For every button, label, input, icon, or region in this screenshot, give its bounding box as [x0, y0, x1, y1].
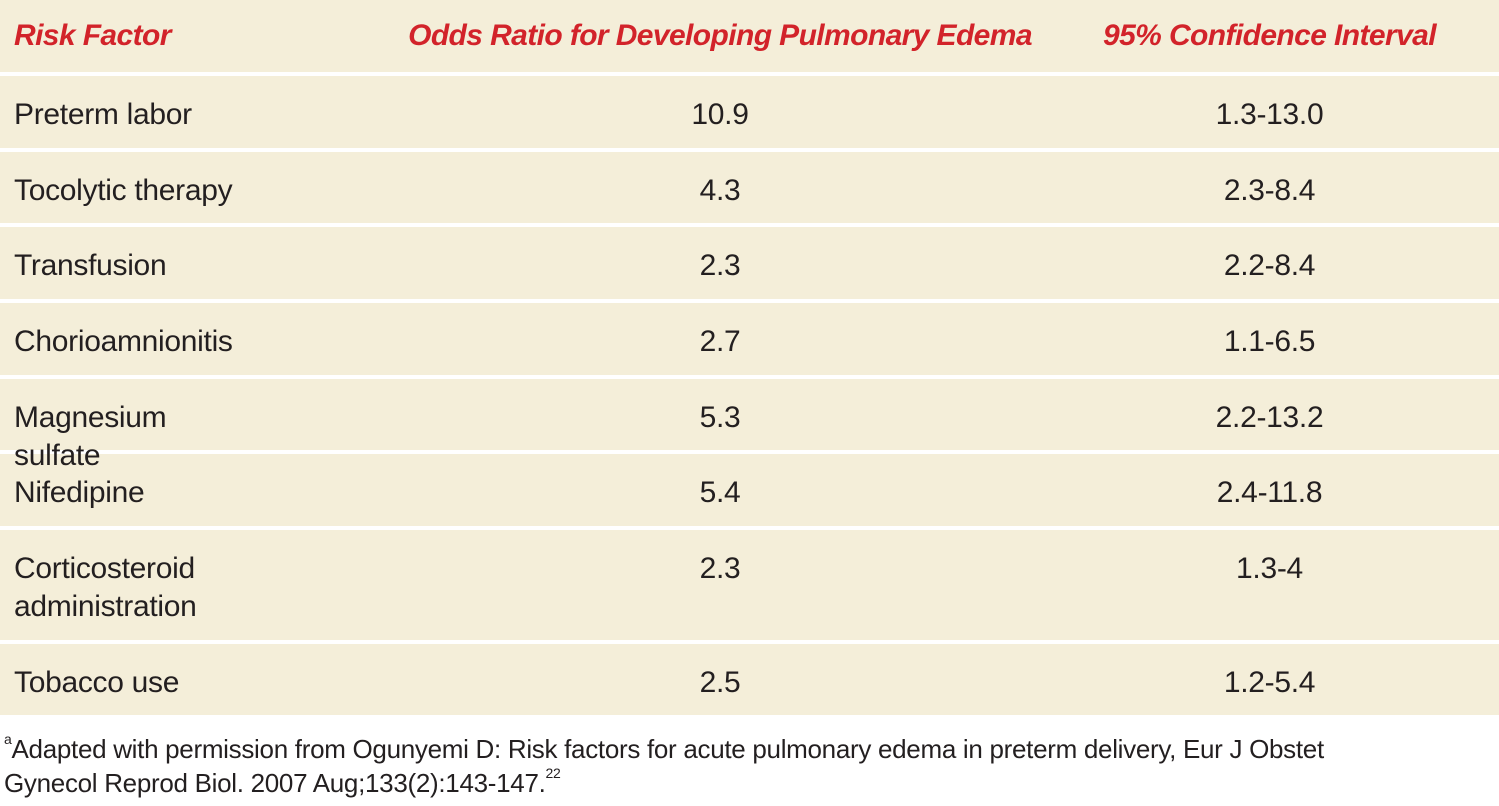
table-cell: Chorioamnionitis — [14, 325, 233, 358]
table-cell: 2.3 — [699, 249, 741, 282]
table-cell: 1.1-6.5 — [1223, 325, 1316, 358]
table-cell: 2.4-11.8 — [1216, 476, 1323, 509]
table-cell: Tocolytic therapy — [14, 174, 233, 207]
table-cell: Magnesium sulfate — [14, 401, 167, 472]
footnote-reference: 22 — [545, 765, 561, 781]
table-row: Chorioamnionitis 2.7 1.1-6.5 — [0, 303, 1499, 379]
table-row: Nifedipine 5.4 2.4-11.8 — [0, 454, 1499, 530]
table: Risk Factor Odds Ratio for Developing Pul… — [0, 0, 1499, 719]
footnote-text: Adapted with permission from Ogunyemi D:… — [11, 734, 1325, 764]
table-cell: Tobacco use — [14, 666, 180, 699]
table-cell: 2.2-8.4 — [1223, 249, 1316, 282]
table-cell: Nifedipine — [14, 476, 145, 509]
header-row: Risk Factor Odds Ratio for Developing Pul… — [0, 0, 1499, 76]
footnote-marker: a — [4, 731, 12, 747]
table-row: Corticosteroid administration 2.3 1.3-4 — [0, 530, 1499, 644]
table-cell: 2.7 — [699, 325, 741, 358]
table-row: Magnesium sulfate 5.3 2.2-13.2 — [0, 379, 1499, 472]
table-cell: Transfusion — [14, 249, 167, 282]
header-cell: Odds Ratio for Developing Pulmonary Edem… — [408, 19, 1032, 52]
table-cell: Preterm labor — [14, 98, 192, 131]
table-cell: 4.3 — [699, 174, 741, 207]
table-cell: 10.9 — [691, 98, 749, 131]
table-cell: Corticosteroid administration — [14, 552, 197, 623]
footnote: aAdapted with permission from Ogunyemi D… — [4, 732, 1324, 800]
header-cell: Risk Factor — [14, 19, 171, 52]
table-cell: 5.3 — [699, 401, 741, 434]
table-row: Preterm labor 10.9 1.3-13.0 — [0, 76, 1499, 152]
header-cell: 95% Confidence Interval — [1103, 19, 1437, 52]
table-cell: 1.3-4 — [1236, 552, 1303, 585]
table-cell: 2.3-8.4 — [1223, 174, 1316, 207]
table-cell: 2.3 — [699, 552, 741, 585]
table-cell: 1.2-5.4 — [1223, 666, 1316, 699]
table-cell: 2.2-13.2 — [1215, 401, 1324, 434]
table-cell: 2.5 — [699, 666, 741, 699]
table-row: Tocolytic therapy 4.3 2.3-8.4 — [0, 152, 1499, 227]
table-row: Transfusion 2.3 2.2-8.4 — [0, 227, 1499, 303]
table-row: Tobacco use 2.5 1.2-5.4 — [0, 644, 1499, 719]
footnote-text: Gynecol Reprod Biol. 2007 Aug;133(2):143… — [4, 768, 546, 798]
table-cell: 5.4 — [699, 476, 741, 509]
table-cell: 1.3-13.0 — [1215, 98, 1324, 131]
